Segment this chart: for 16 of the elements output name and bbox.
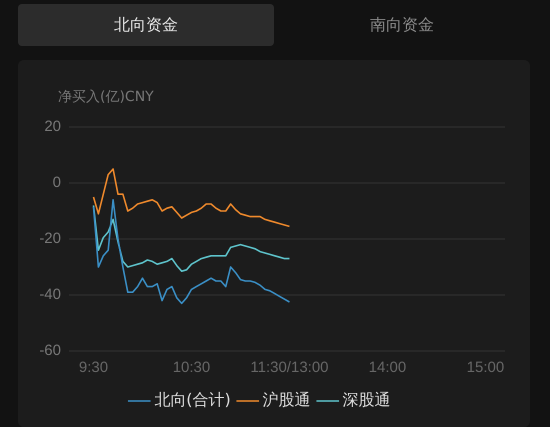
x-tick-label: 11:30/13:00	[250, 359, 329, 376]
y-tick-label: -40	[39, 286, 61, 304]
y-tick-label: 20	[44, 118, 61, 136]
x-tick-label: 15:00	[466, 359, 504, 376]
legend-label: 深股通	[342, 390, 391, 410]
x-tick-label: 9:30	[78, 359, 108, 376]
legend-label: 沪股通	[262, 390, 311, 410]
text: 南向资金	[369, 14, 435, 36]
y-axis-title: 净买入(亿)CNY	[58, 88, 154, 106]
x-tick-label: 14:00	[368, 359, 406, 376]
legend-label: 北向(合计)	[154, 390, 231, 410]
text: 北向资金	[18, 4, 274, 46]
y-tick-label: 0	[52, 174, 61, 192]
y-tick-label: -20	[39, 230, 61, 248]
y-tick-label: -60	[39, 342, 61, 360]
x-tick-label: 10:30	[172, 359, 210, 376]
